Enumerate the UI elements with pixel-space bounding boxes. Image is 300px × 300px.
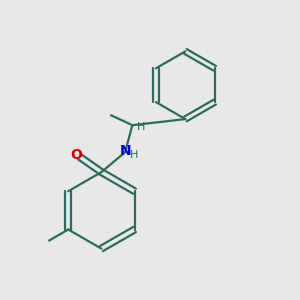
Text: H: H (130, 150, 139, 160)
Text: H: H (137, 122, 146, 132)
Text: O: O (70, 148, 82, 161)
Text: N: N (119, 144, 131, 158)
